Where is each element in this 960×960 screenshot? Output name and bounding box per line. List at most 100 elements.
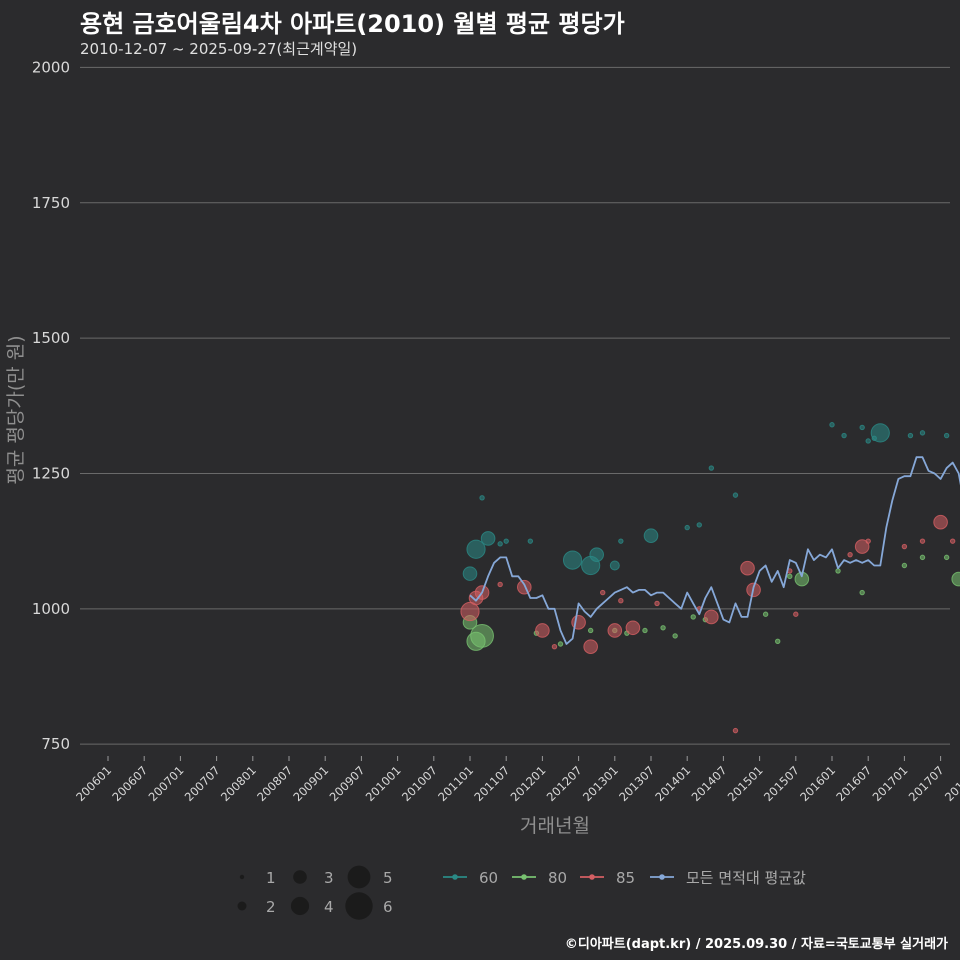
color-legend: 60 80 85 모든 면적대 평균값 [443, 869, 806, 887]
series-60-point [684, 524, 690, 531]
series-60-point [708, 465, 715, 471]
series-80-point [690, 614, 696, 620]
x-tick-label: 201301 [580, 763, 621, 804]
series-60-point [466, 539, 486, 559]
x-tick-label: 201501 [725, 763, 766, 804]
y-tick-label: 1750 [32, 194, 70, 212]
series-80-point [672, 633, 678, 639]
x-tick-label: 201101 [435, 763, 476, 804]
series-85-point [607, 623, 623, 638]
x-tick-label: 200807 [254, 763, 295, 804]
series-80-point [557, 641, 564, 647]
series-60-point [462, 566, 478, 581]
series-85-point [460, 601, 480, 622]
x-tick-label: 201001 [363, 763, 404, 804]
x-tick-label: 200801 [218, 763, 259, 804]
series-60-point [643, 528, 659, 544]
x-tick-label: 201701 [870, 763, 911, 804]
series-60-point [870, 423, 890, 443]
series-60-points [462, 422, 950, 581]
legend-key-dot [589, 874, 595, 880]
series-60-point [841, 432, 847, 439]
series-85-point [901, 543, 908, 550]
series-80-point [470, 623, 494, 648]
size-legend-label: 5 [383, 869, 393, 887]
series-80-point [642, 627, 648, 634]
y-tick-label: 1250 [32, 464, 70, 482]
y-tick-label: 1500 [32, 329, 70, 347]
series-80-point [919, 554, 926, 561]
series-60-point [497, 541, 503, 547]
size-legend-dot [290, 896, 310, 916]
size-legend: 1 2 3 4 5 6 [237, 865, 393, 920]
y-grid: 750 1000 1250 1500 1750 2000 [32, 58, 950, 753]
chart-title: 용현 금호어울림4차 아파트(2010) 월별 평균 평당가 [80, 10, 625, 38]
source-credit: ©디아파트(dapt.kr) / 2025.09.30 / 자료=국토교통부 실… [564, 937, 948, 952]
series-85-point [740, 560, 755, 576]
series-85-point [847, 551, 853, 558]
y-tick-label: 750 [41, 735, 70, 753]
series-85-point [949, 538, 956, 544]
series-85-point [732, 727, 739, 734]
series-60-point [907, 432, 914, 439]
series-60-point [479, 495, 485, 501]
series-85-point [933, 514, 948, 530]
x-tick-label: 200901 [290, 763, 331, 804]
series-80-point [775, 638, 781, 645]
series-80-point [943, 554, 950, 561]
x-tick-label: 200607 [109, 763, 150, 804]
series-85-point [654, 600, 660, 607]
x-tick-label: 201307 [616, 763, 657, 804]
size-legend-dot [345, 892, 373, 920]
series-60-point [732, 492, 739, 498]
y-tick-label: 1000 [32, 600, 70, 618]
series-80-point [587, 627, 594, 634]
chart-subtitle: 2010-12-07 ~ 2025-09-27(최근계약일) [80, 40, 358, 58]
avg-line-segment [469, 456, 960, 645]
series-85-point [497, 581, 503, 588]
x-tick-label: 200907 [327, 763, 368, 804]
legend-key-dot [659, 874, 665, 880]
x-tick-label: 201201 [508, 763, 549, 804]
series-85-point [919, 538, 926, 544]
size-legend-label: 6 [383, 898, 393, 916]
x-tick-label: 201207 [544, 763, 585, 804]
x-tick-label: 201007 [399, 763, 440, 804]
legend-key-dot [521, 874, 527, 880]
series-60-point [943, 432, 950, 439]
x-axis: 2006012006072007012007072008012008072009… [73, 756, 960, 804]
series-60-point [503, 538, 509, 544]
series-85-point [865, 538, 871, 544]
series-80-point [951, 571, 960, 587]
size-legend-dot [239, 874, 245, 880]
series-85-point [535, 623, 550, 638]
series-60-point [527, 538, 534, 544]
x-tick-label: 200601 [73, 763, 114, 804]
x-tick-label: 201607 [833, 763, 874, 804]
series-85-point [625, 620, 641, 636]
series-80-point [901, 562, 908, 569]
size-legend-dot [293, 870, 307, 884]
size-legend-dot [237, 901, 247, 911]
size-legend-dot [347, 865, 371, 889]
legend-key-dot [452, 874, 458, 880]
series-80-point [787, 573, 793, 580]
legend-label: 60 [479, 869, 498, 887]
series-60-point [919, 430, 926, 436]
size-legend-label: 4 [324, 898, 334, 916]
x-axis-title: 거래년월 [520, 815, 590, 837]
x-tick-label: 201107 [471, 763, 512, 804]
series-85-point [600, 589, 606, 596]
series-80-point [835, 568, 841, 574]
series-85-point [618, 597, 624, 604]
series-60-point [865, 438, 871, 444]
series-60-point [480, 531, 496, 546]
series-60-point [829, 422, 835, 428]
avg-line-group [469, 456, 960, 645]
size-legend-label: 2 [266, 898, 276, 916]
series-85-point [854, 539, 870, 554]
legend-label: 85 [616, 869, 635, 887]
x-tick-label: 201801 [942, 763, 960, 804]
x-tick-label: 201601 [797, 763, 838, 804]
